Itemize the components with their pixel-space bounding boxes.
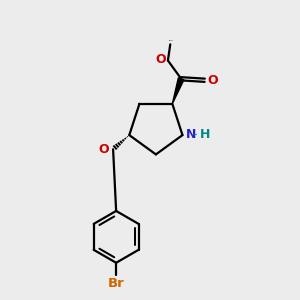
- Text: methyl: methyl: [169, 40, 174, 41]
- Text: O: O: [207, 74, 218, 87]
- Text: O: O: [99, 143, 109, 156]
- Text: O: O: [155, 53, 166, 66]
- Text: H: H: [200, 128, 211, 141]
- Polygon shape: [172, 78, 184, 104]
- Text: -: -: [193, 128, 197, 141]
- Text: Br: Br: [108, 277, 124, 290]
- Text: N: N: [186, 128, 197, 141]
